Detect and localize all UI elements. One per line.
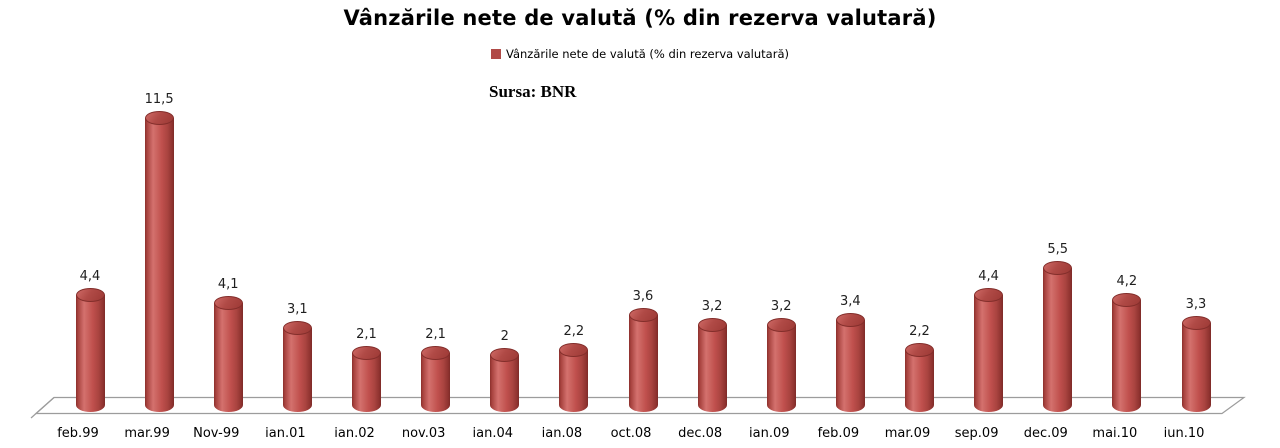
bar-cylinder-top [1043,260,1073,275]
bar-cylinder-top [213,295,243,310]
bar-cylinder [1181,315,1211,412]
bar-cylinder-top [628,308,658,322]
x-axis-label: mar.09 [884,426,931,441]
bar-cylinder-body [559,350,589,405]
bar-value-label: 2,2 [909,324,930,339]
x-axis-label: sep.09 [954,426,999,441]
bar-cylinder-top [352,345,381,360]
x-axis-label: ian.08 [541,426,583,441]
bar-cylinder-body [905,350,934,405]
bar-value-label: 3,3 [1185,296,1207,312]
x-axis-label: feb.99 [57,426,99,441]
bar-value-label: 3,1 [287,301,308,317]
x-axis-label: ian.04 [472,426,514,441]
bar-cylinder [1112,293,1142,412]
bar-cylinder-top [75,288,105,302]
bar-cylinder-body [974,295,1004,405]
bar-cylinder-top [144,110,174,125]
bar-value-label: 2,2 [563,324,585,339]
bar-cylinder-body [1181,322,1211,405]
bar-cylinder [559,343,589,412]
bar-cylinder-body [352,352,381,405]
bar-cylinder-top [1112,293,1142,307]
bar-value-label: 4,4 [978,269,999,284]
bar-value-label: 3,6 [632,289,654,304]
bar-value-label: 4,1 [217,276,239,292]
bar-cylinder-top [282,320,312,335]
bar-cylinder-body [213,302,243,405]
x-axis-label: ian.02 [334,426,375,441]
x-axis-label: mai.10 [1092,426,1138,441]
bar-cylinder-body [144,117,174,405]
bar-value-label: 4,2 [1116,274,1138,289]
bar-cylinder [628,308,658,412]
bar-value-label: 4,4 [79,269,101,284]
bar-cylinder-body [697,325,727,405]
bar-cylinder-body [490,355,520,405]
legend-swatch-icon [491,49,501,59]
bar-cylinder-top [559,343,589,357]
chart-title: Vânzările nete de valută (% din rezerva … [343,6,937,30]
bar-value-label: 5,5 [1047,241,1069,257]
x-axis-label: dec.09 [1023,426,1068,441]
bar-value-label: 3,4 [840,294,861,309]
x-axis-label: ian.01 [265,426,306,441]
bar-cylinder-top [421,345,451,360]
x-axis-label: iun.10 [1163,426,1205,441]
bar-cylinder-top [905,343,934,357]
bar-cylinder [766,318,796,412]
bar-cylinder [490,348,520,412]
bar-value-label: 3,2 [770,299,792,314]
bar-cylinder-body [1112,300,1142,405]
bar-cylinder [75,288,105,412]
bar-value-label: 2 [500,329,509,344]
bar-value-label: 2,1 [425,326,446,342]
bar-cylinder [421,345,451,412]
bar-cylinder-body [421,352,451,405]
x-axis-label: dec.08 [678,426,723,441]
bar-cylinder-top [974,288,1004,302]
bar-cylinder-body [766,325,796,405]
bar-cylinder-body [282,327,312,405]
bar-cylinder-body [75,295,105,405]
bar-cylinder [905,343,934,412]
bar-cylinder [213,295,243,412]
bar-cylinder [974,288,1004,412]
chart-legend: Vânzările nete de valută (% din rezerva … [0,47,1280,61]
x-axis-label: mar.99 [124,426,170,441]
bar-cylinder [352,345,381,412]
legend-label: Vânzările nete de valută (% din rezerva … [506,47,789,61]
bar-cylinder-body [835,320,865,405]
bar-cylinder-top [697,318,727,332]
bar-cylinder [835,313,865,412]
bar-cylinder [697,318,727,412]
bar-cylinder-top [835,313,865,327]
bar-cylinder-top [1181,315,1211,330]
bar-cylinder [282,320,312,412]
bar-value-label: 11,5 [144,91,174,107]
x-axis-label: feb.09 [817,426,860,441]
bar-cylinder-body [1043,267,1073,405]
bar-cylinder-top [766,318,796,332]
source-note: Sursa: BNR [489,82,577,101]
bar-cylinder [1043,260,1073,412]
x-axis-label: nov.03 [401,426,446,441]
x-axis-label: Nov-99 [193,426,240,441]
x-axis-label: ian.09 [749,426,790,441]
bar-cylinder-body [628,315,658,405]
x-axis-label: oct.08 [610,426,652,441]
bar-value-label: 2,1 [356,326,377,342]
bar-cylinder-top [490,348,520,362]
bar-cylinder [144,110,174,412]
bar-value-label: 3,2 [701,299,723,314]
